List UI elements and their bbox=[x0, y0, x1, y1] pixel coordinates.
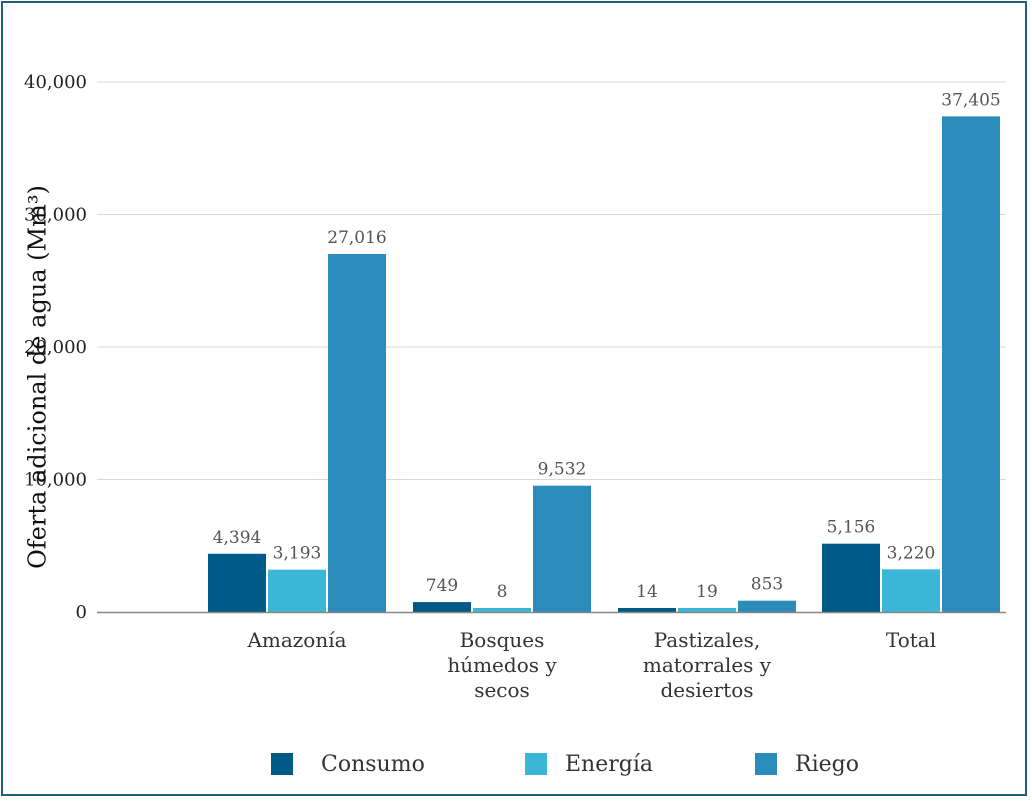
bar-riego bbox=[942, 116, 1000, 612]
data-label: 5,156 bbox=[827, 518, 876, 538]
y-tick-label: 30,000 bbox=[24, 205, 87, 226]
x-category-label: Amazonía bbox=[246, 628, 346, 652]
y-tick-label: 0 bbox=[76, 602, 87, 623]
bars bbox=[208, 116, 1000, 612]
bar-energía bbox=[473, 608, 531, 612]
gridlines bbox=[97, 81, 1006, 480]
bar-consumo bbox=[618, 608, 676, 612]
legend-label-energía: Energía bbox=[565, 752, 653, 777]
data-label: 4,394 bbox=[213, 528, 262, 548]
x-category-line: Pastizales, bbox=[654, 628, 761, 652]
data-label: 853 bbox=[751, 575, 783, 595]
data-label: 37,405 bbox=[941, 90, 1000, 110]
data-labels: 4,394 749 14 5,156 3,193 8 19 3,220 27,016 9,532 8… bbox=[213, 90, 1001, 602]
y-tick-label: 20,000 bbox=[24, 337, 87, 358]
x-category-line: Bosques bbox=[460, 628, 545, 652]
data-label: 14 bbox=[636, 582, 658, 602]
data-label: 3,220 bbox=[887, 543, 936, 563]
data-label: 8 bbox=[497, 582, 508, 602]
data-label: 19 bbox=[696, 582, 718, 602]
data-label: 749 bbox=[426, 576, 458, 596]
legend-swatch-consumo bbox=[271, 753, 293, 775]
data-label: 3,193 bbox=[273, 544, 322, 564]
legend-swatch-riego bbox=[755, 753, 777, 775]
y-tick-label: 40,000 bbox=[24, 72, 87, 93]
bar-chart: 4,394 749 14 5,156 3,193 8 19 3,220 27,016 9,532 8… bbox=[24, 72, 1006, 777]
bar-riego bbox=[328, 254, 386, 612]
bar-energía bbox=[678, 608, 736, 612]
bar-riego bbox=[533, 485, 591, 612]
x-category-line: matorrales y bbox=[643, 653, 772, 677]
legend: Consumo Energía Riego bbox=[271, 752, 859, 777]
x-category-line: Total bbox=[886, 628, 936, 652]
legend-swatch-energía bbox=[525, 753, 547, 775]
x-category-line: desiertos bbox=[660, 678, 753, 702]
x-category-line: Amazonía bbox=[246, 628, 346, 652]
legend-label-consumo: Consumo bbox=[321, 752, 425, 777]
bar-riego bbox=[738, 600, 796, 612]
data-label: 9,532 bbox=[538, 460, 587, 480]
x-category-label: Total bbox=[886, 628, 936, 652]
data-label: 27,016 bbox=[327, 228, 386, 248]
bar-consumo bbox=[413, 602, 471, 612]
legend-label-riego: Riego bbox=[795, 752, 859, 777]
bar-energía bbox=[268, 569, 326, 612]
y-axis-title: Oferta adicional de agua (Mm³) bbox=[24, 185, 52, 569]
x-category-label: Bosques húmedos y secos bbox=[447, 628, 557, 702]
x-category-label: Pastizales, matorrales y desiertos bbox=[643, 628, 772, 702]
bar-consumo bbox=[208, 553, 266, 612]
x-category-line: húmedos y bbox=[447, 653, 557, 677]
y-tick-label: 10,000 bbox=[24, 470, 87, 491]
x-axis: Amazonía Bosques húmedos y secos Pastizales,… bbox=[97, 611, 1006, 702]
bar-consumo bbox=[822, 543, 880, 612]
bar-energía bbox=[882, 569, 940, 612]
x-category-line: secos bbox=[474, 678, 530, 702]
y-axis: 0 10,000 20,000 30,000 40,000 bbox=[24, 72, 87, 623]
